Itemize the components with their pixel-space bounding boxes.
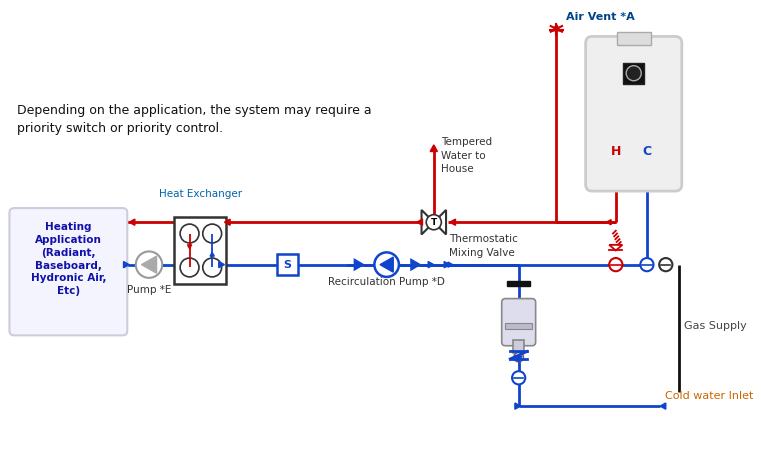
Text: Depending on the application, the system may require a
priority switch or priori: Depending on the application, the system… <box>17 104 371 135</box>
Text: C: C <box>642 145 651 158</box>
FancyBboxPatch shape <box>501 299 536 346</box>
Bar <box>277 254 298 275</box>
Polygon shape <box>422 210 446 234</box>
FancyBboxPatch shape <box>586 36 682 191</box>
Circle shape <box>514 352 524 362</box>
Polygon shape <box>187 245 192 248</box>
Circle shape <box>180 258 199 277</box>
Polygon shape <box>552 24 560 31</box>
Polygon shape <box>380 257 393 272</box>
Circle shape <box>512 371 525 384</box>
Bar <box>505 323 532 329</box>
Polygon shape <box>430 145 438 152</box>
Polygon shape <box>354 258 365 271</box>
Circle shape <box>426 215 441 230</box>
Bar <box>508 281 530 286</box>
Circle shape <box>610 258 622 271</box>
Circle shape <box>135 252 162 278</box>
Polygon shape <box>448 262 453 267</box>
Circle shape <box>626 66 642 81</box>
Polygon shape <box>515 403 521 409</box>
Circle shape <box>202 258 221 277</box>
Bar <box>513 340 524 353</box>
Polygon shape <box>218 261 224 268</box>
Text: Tempered
Water to
House: Tempered Water to House <box>441 137 492 174</box>
Polygon shape <box>450 219 456 225</box>
Circle shape <box>180 224 199 243</box>
Polygon shape <box>129 219 135 225</box>
Polygon shape <box>444 261 450 268</box>
Circle shape <box>659 258 673 271</box>
Polygon shape <box>428 261 434 268</box>
Text: T: T <box>431 218 437 227</box>
Bar <box>616 32 651 45</box>
Text: Thermostatic
Mixing Valve: Thermostatic Mixing Valve <box>449 234 517 258</box>
Text: S: S <box>284 260 291 270</box>
Circle shape <box>202 224 221 243</box>
Polygon shape <box>224 219 230 225</box>
Text: Gas Supply: Gas Supply <box>683 321 747 331</box>
Circle shape <box>640 258 654 271</box>
Text: H: H <box>610 145 621 158</box>
Text: Recirculation Pump *D: Recirculation Pump *D <box>328 277 445 287</box>
Text: Air Vent *A: Air Vent *A <box>566 12 635 22</box>
Polygon shape <box>417 219 422 225</box>
Polygon shape <box>660 403 666 409</box>
Polygon shape <box>210 252 215 256</box>
Text: Cold water Inlet: Cold water Inlet <box>665 392 753 401</box>
Text: Pump *E: Pump *E <box>127 285 171 295</box>
Polygon shape <box>142 256 157 273</box>
Text: Heating
Application
(Radiant,
Baseboard,
Hydronic Air,
Etc): Heating Application (Radiant, Baseboard,… <box>30 222 106 296</box>
Polygon shape <box>515 356 522 362</box>
Polygon shape <box>410 258 422 271</box>
Polygon shape <box>123 261 129 268</box>
Bar <box>174 217 226 284</box>
Text: Heat Exchanger: Heat Exchanger <box>159 189 242 199</box>
Circle shape <box>374 252 399 277</box>
Polygon shape <box>607 220 611 225</box>
Bar <box>623 63 644 84</box>
FancyBboxPatch shape <box>9 208 127 335</box>
